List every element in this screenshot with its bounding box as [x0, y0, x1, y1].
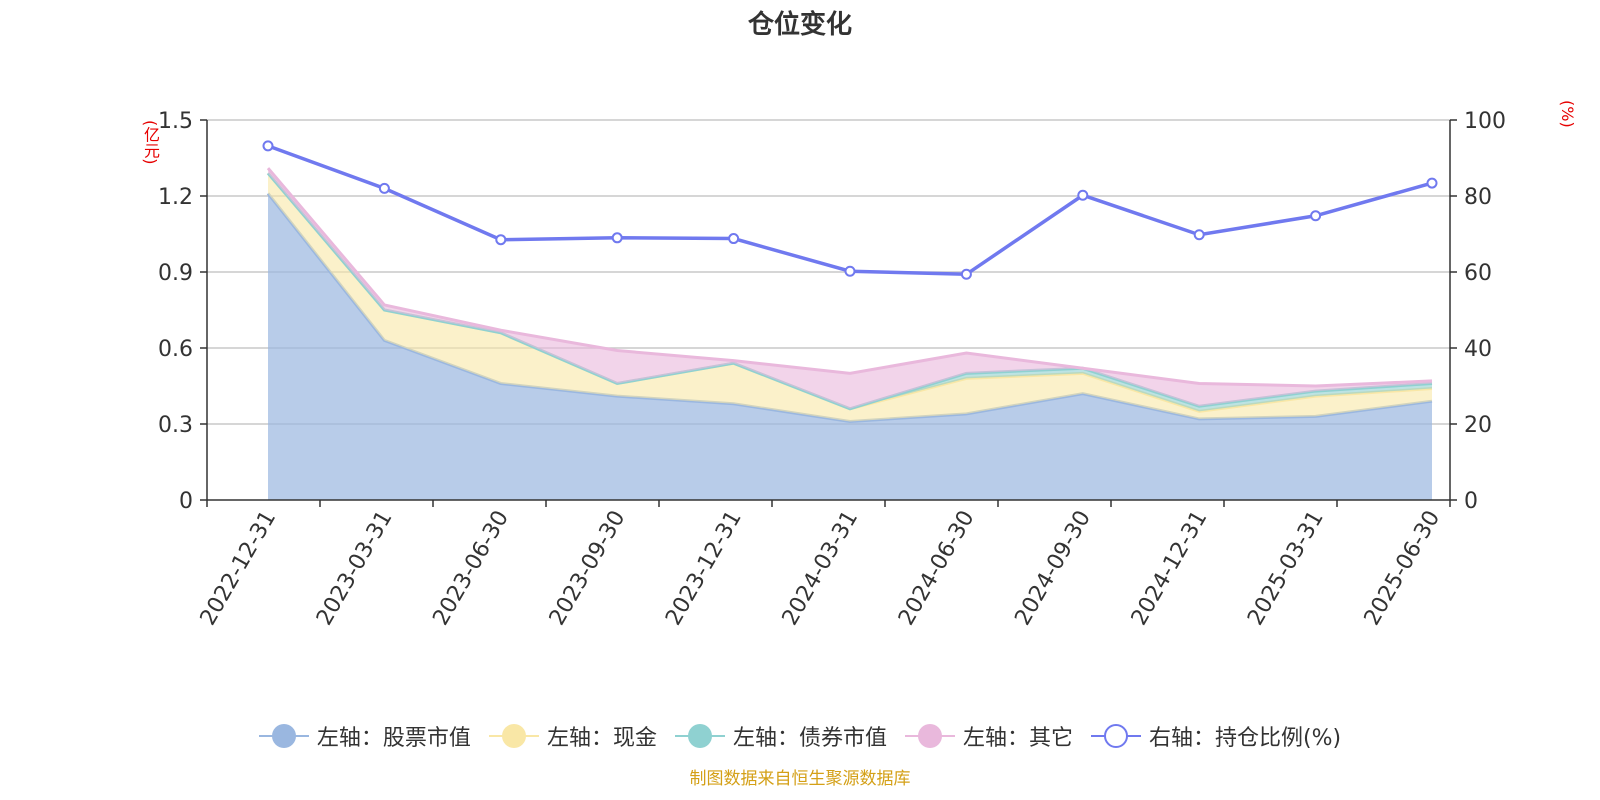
- ratio-point: [1310, 210, 1322, 222]
- right-axis-tick-label: 20: [1464, 413, 1492, 438]
- legend-item-cash[interactable]: 左轴：现金: [488, 720, 657, 752]
- legend-stock-icon: [258, 723, 309, 749]
- data-source-note: 制图数据来自恒生聚源数据库: [689, 769, 911, 789]
- ratio-point: [960, 268, 972, 280]
- legend-ratio-label: 右轴：持仓比例(%): [1148, 726, 1342, 751]
- x-axis-tick-label: 2025-06-30: [1360, 507, 1446, 630]
- left-axis-tick-label: 1.2: [158, 185, 193, 210]
- left-axis-tick-label: 1.5: [158, 109, 193, 134]
- right-axis-tick-label: 40: [1464, 337, 1492, 362]
- x-axis-tick-label: 2023-03-31: [312, 507, 398, 630]
- x-axis-tick-label: 2023-09-30: [545, 507, 631, 630]
- left-axis-tick-label: 0: [179, 489, 193, 514]
- ratio-point: [378, 182, 390, 194]
- area-line-3: [266, 167, 1433, 388]
- right-axis-tick-label: 100: [1464, 109, 1506, 134]
- left-axis-tick-label: 0.9: [158, 261, 193, 286]
- legend-item-stock[interactable]: 左轴：股票市值: [258, 720, 471, 752]
- area-0: [268, 193, 1432, 500]
- right-axis-tick-label: 0: [1464, 489, 1478, 514]
- left-axis-tick-label: 0.3: [158, 413, 193, 438]
- x-axis-tick-label: 2024-12-31: [1127, 507, 1213, 630]
- x-axis-tick-label: 2024-06-30: [894, 507, 980, 630]
- legend-bond-icon: [674, 723, 725, 749]
- chart-legend: 左轴：股票市值 左轴：现金 左轴：债券市值 左轴：其它 右轴：持仓比例(%): [0, 720, 1600, 752]
- x-axis-tick-label: 2022-12-31: [196, 507, 282, 630]
- x-axis-tick-label: 2023-06-30: [428, 507, 514, 630]
- legend-other-icon: [904, 723, 955, 749]
- x-axis-tick-label: 2023-12-31: [661, 507, 747, 630]
- legend-stock-label: 左轴：股票市值: [316, 726, 471, 751]
- legend-other-label: 左轴：其它: [962, 726, 1073, 751]
- ratio-point: [611, 232, 623, 244]
- area-3: [268, 168, 1432, 409]
- ratio-point: [495, 234, 507, 246]
- legend-bond-label: 左轴：债券市值: [732, 726, 887, 751]
- legend-cash-label: 左轴：现金: [546, 726, 657, 751]
- right-axis-tick-label: 60: [1464, 261, 1492, 286]
- ratio-point: [844, 265, 856, 277]
- x-axis-tick-label: 2024-09-30: [1010, 507, 1096, 630]
- ratio-point: [728, 233, 740, 245]
- x-axis-tick-label: 2024-03-31: [778, 507, 864, 630]
- position-change-chart: 0 0.3 0.6 0.9 1.2 1.5 0 20 40 60 80 100 2022-12-31 20…: [158, 109, 1506, 630]
- ratio-point: [1426, 177, 1438, 189]
- legend-ratio-icon: [1090, 723, 1141, 749]
- left-axis-unit: (亿元): [141, 120, 160, 165]
- legend-cash-icon: [488, 723, 539, 749]
- x-axis-tick-label: 2025-03-31: [1243, 507, 1329, 630]
- right-axis-unit: (%): [1558, 100, 1577, 128]
- ratio-point: [262, 140, 274, 152]
- ratio-point: [1077, 189, 1089, 201]
- ratio-point: [1193, 229, 1205, 241]
- legend-item-other[interactable]: 左轴：其它: [904, 720, 1073, 752]
- legend-item-ratio[interactable]: 右轴：持仓比例(%): [1090, 720, 1342, 752]
- right-axis-tick-label: 80: [1464, 185, 1492, 210]
- left-axis-tick-label: 0.6: [158, 337, 193, 362]
- legend-item-bond[interactable]: 左轴：债券市值: [674, 720, 887, 752]
- chart-title: 仓位变化: [747, 10, 852, 40]
- ratio-line: [267, 144, 1433, 277]
